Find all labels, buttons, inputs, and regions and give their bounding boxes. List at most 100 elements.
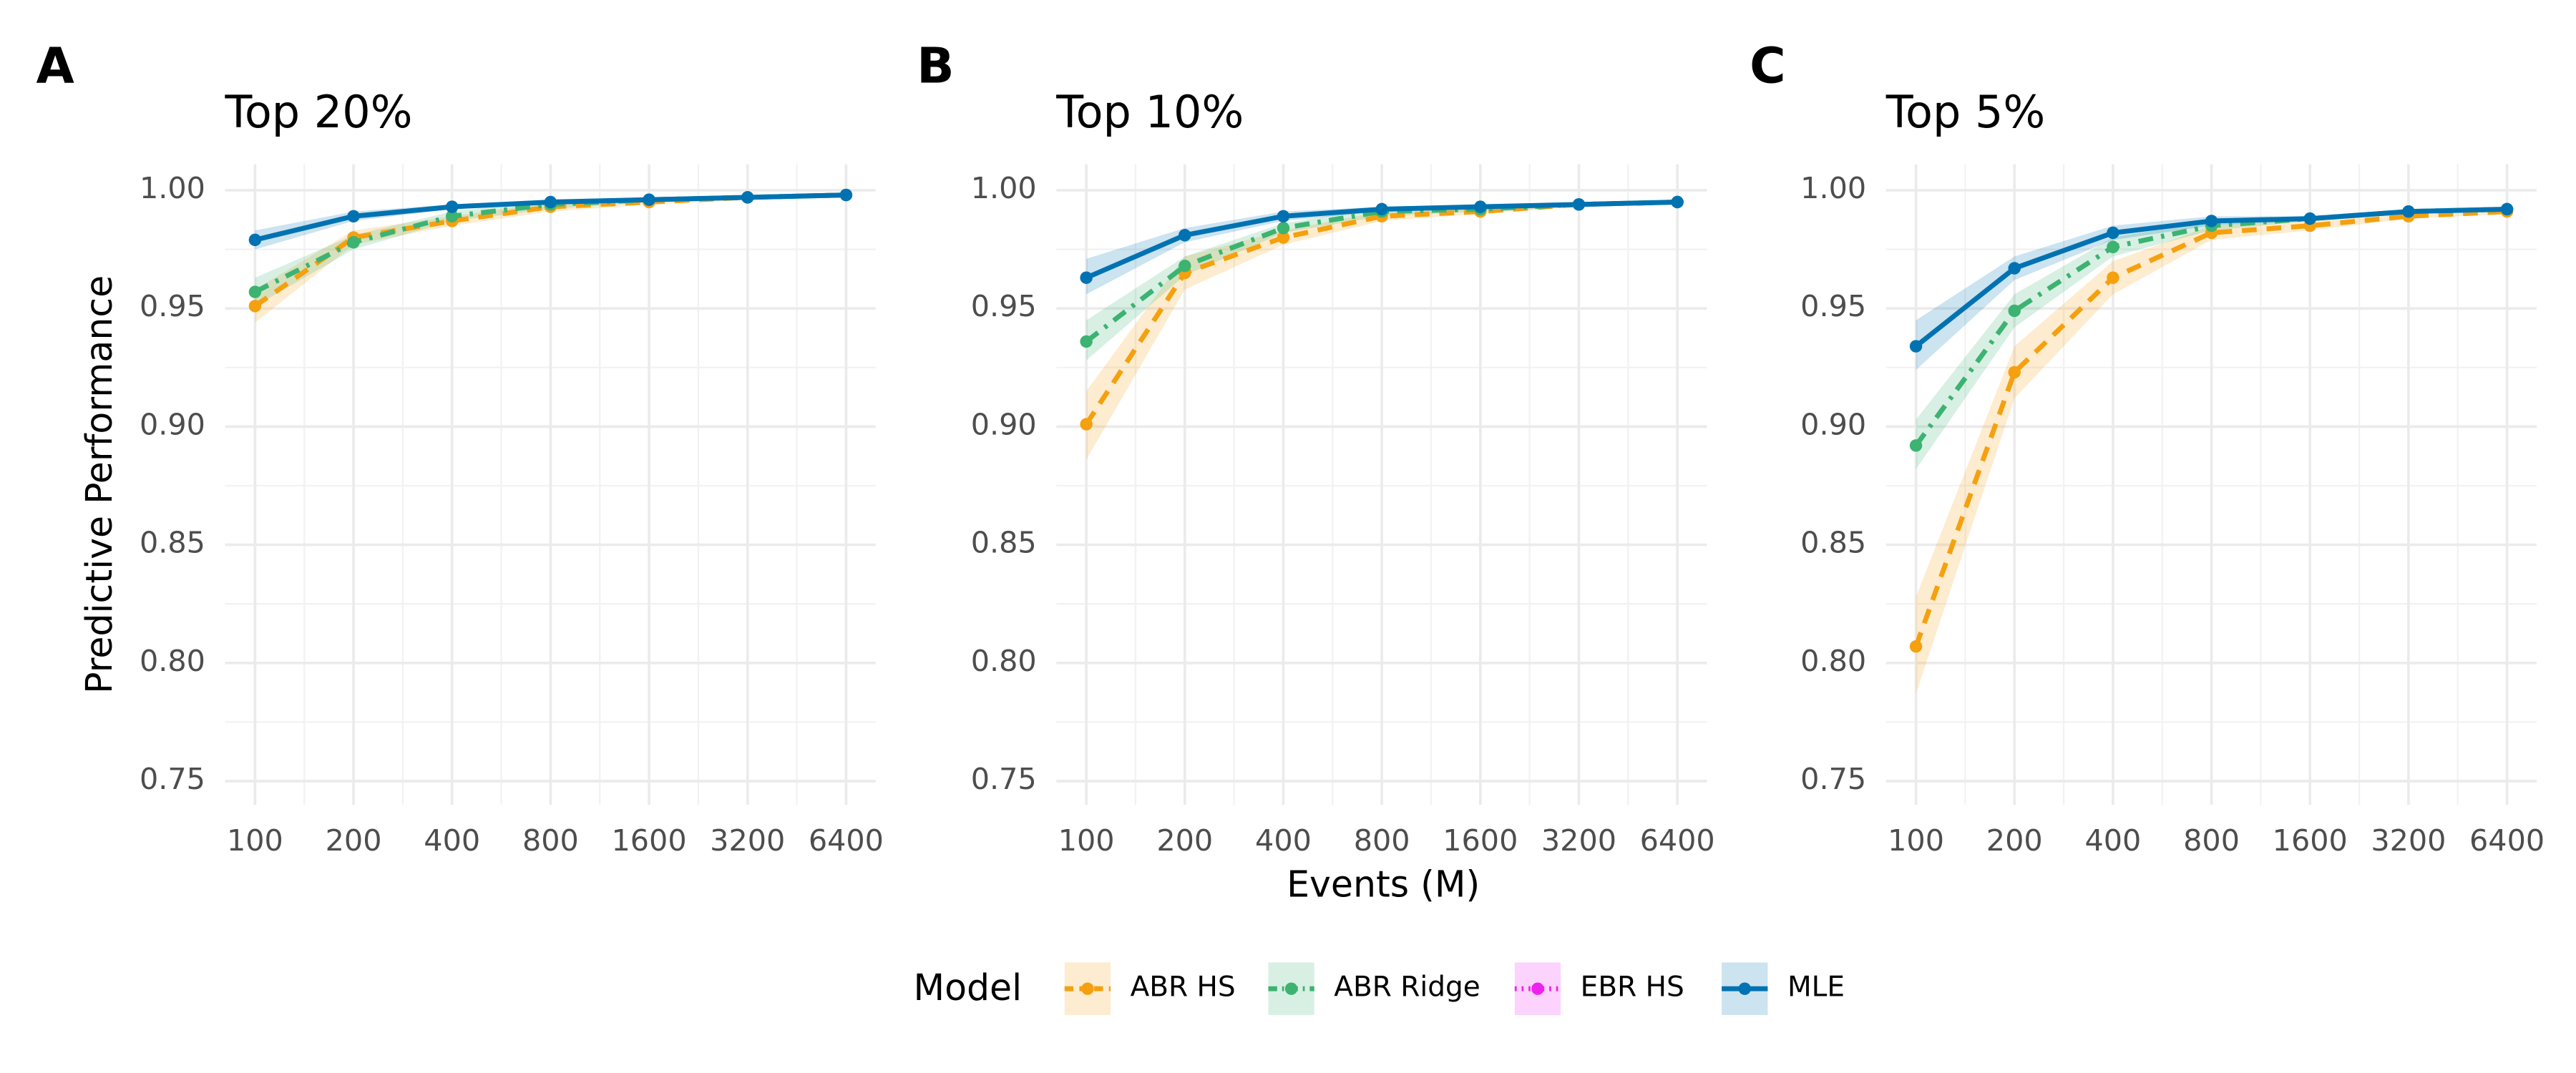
y-tick-label: 0.80 [971,644,1037,678]
x-tick-label: 100 [1888,823,1944,858]
panel-title: Top 10% [1055,86,1244,138]
y-tick-label: 0.80 [1800,644,1866,678]
y-tick-label: 0.85 [140,526,205,560]
data-point [544,195,557,209]
x-tick-label: 3200 [1541,823,1616,858]
x-tick-label: 400 [424,823,480,858]
x-tick-label: 800 [522,823,579,858]
data-point [347,210,360,223]
legend-key-dot [1738,982,1751,995]
data-point [248,300,262,313]
x-tick-label: 100 [227,823,283,858]
x-tick-label: 6400 [1640,823,1715,858]
x-tick-label: 800 [1354,823,1410,858]
x-tick-label: 200 [1156,823,1213,858]
data-point [741,191,754,204]
y-axis-label: Predictive Performance [78,275,120,694]
data-point [1080,335,1093,348]
ribbon [1916,207,2507,469]
y-tick-label: 1.00 [140,171,205,205]
data-point [1277,231,1290,244]
y-tick-label: 0.75 [971,762,1037,796]
ribbon [1916,207,2507,371]
legend-key-dot [1081,982,1094,995]
data-point [2008,304,2021,318]
data-point [1909,340,1923,353]
data-point [1909,640,1923,653]
y-tick-label: 0.90 [140,407,205,441]
data-point [1080,418,1093,431]
legend-key-dot [1284,982,1298,995]
x-tick-label: 400 [1255,823,1312,858]
data-point [1909,439,1923,452]
panel-label: B [917,37,955,94]
panel-label: C [1750,37,1786,94]
x-tick-label: 200 [1986,823,2043,858]
data-point [446,200,459,213]
ribbon [1086,200,1678,460]
x-tick-label: 200 [326,823,382,858]
y-tick-label: 0.75 [1800,762,1866,796]
x-tick-label: 800 [2183,823,2240,858]
ribbon [255,192,847,323]
data-point [1277,222,1290,235]
panel-label: A [36,37,74,94]
x-tick-label: 1600 [611,823,686,858]
y-tick-label: 0.75 [140,762,205,796]
x-tick-label: 100 [1058,823,1115,858]
data-point [1179,259,1191,273]
data-point [248,285,262,298]
data-point [643,193,655,206]
y-tick-label: 0.85 [971,526,1037,560]
data-point [446,210,459,223]
x-tick-label: 3200 [710,823,785,858]
data-point [1671,195,1684,209]
legend-label: ABR Ridge [1334,971,1480,1004]
data-point [2205,215,2218,227]
data-point [1277,210,1290,223]
data-point [1572,198,1586,211]
x-tick-label: 1600 [1443,823,1518,858]
legend-title: Model [914,966,1023,1009]
data-point [2303,212,2316,225]
data-point [2008,366,2021,379]
y-tick-label: 0.85 [1800,526,1866,560]
data-point [2107,226,2119,240]
data-point [2107,240,2119,253]
data-point [1375,202,1388,216]
data-point [2107,271,2119,284]
y-tick-label: 0.90 [1800,407,1866,441]
data-point [1179,229,1191,242]
ribbon [1916,209,2507,694]
data-point [248,233,262,247]
y-tick-label: 1.00 [971,171,1037,205]
x-tick-label: 400 [2084,823,2141,858]
data-point [1474,200,1487,213]
legend-label: EBR HS [1581,971,1684,1004]
data-point [2008,262,2021,275]
panel-title: Top 5% [1885,86,2046,138]
y-tick-label: 0.80 [140,644,205,678]
x-tick-label: 6400 [809,823,884,858]
data-point [2402,205,2415,218]
panel-title: Top 20% [225,86,413,138]
x-tick-label: 6400 [2469,823,2545,858]
y-tick-label: 0.90 [971,407,1037,441]
legend-key-dot [1531,982,1544,995]
x-axis-label: Events (M) [1287,863,1480,905]
legend-label: ABR HS [1131,971,1236,1004]
x-tick-label: 3200 [2371,823,2446,858]
y-tick-label: 0.95 [971,289,1037,323]
x-tick-label: 1600 [2273,823,2348,858]
data-point [347,235,360,249]
y-tick-label: 0.95 [140,289,205,323]
y-tick-label: 1.00 [1800,171,1866,205]
legend-label: MLE [1787,971,1845,1004]
data-point [2500,202,2514,216]
data-point [839,188,853,202]
y-tick-label: 0.95 [1800,289,1866,323]
data-point [1080,271,1093,284]
